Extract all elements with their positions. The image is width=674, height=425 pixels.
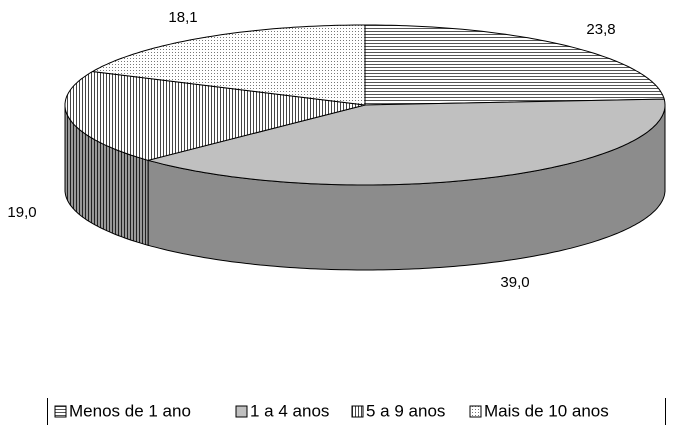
legend-label: 5 a 9 anos (366, 401, 445, 420)
legend-swatch (235, 405, 248, 418)
data-label: 23,8 (586, 21, 615, 38)
data-label: 39,0 (500, 274, 529, 291)
legend-label: Menos de 1 ano (69, 401, 191, 420)
pie-slice (64, 70, 366, 161)
legend-swatch (469, 405, 482, 418)
pie-slice (146, 98, 666, 186)
legend-swatch (351, 405, 364, 418)
legend-label: 1 a 4 anos (250, 401, 329, 420)
data-label: 19,0 (7, 204, 36, 221)
legend-swatch (54, 405, 67, 418)
pie-slice (364, 24, 665, 106)
legend-label: Mais de 10 anos (484, 401, 609, 420)
data-label: 18,1 (168, 9, 197, 26)
pie-slice (91, 24, 366, 106)
